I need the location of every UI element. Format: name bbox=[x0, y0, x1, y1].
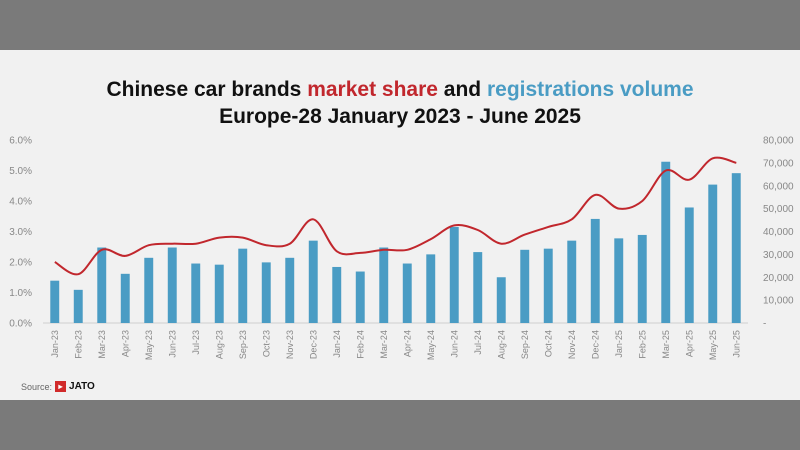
x-tick-label: May-23 bbox=[144, 330, 154, 360]
y-right-tick-label: 70,000 bbox=[763, 158, 794, 169]
x-tick-label: Mar-24 bbox=[379, 330, 389, 359]
bar bbox=[402, 263, 412, 323]
bar bbox=[614, 238, 624, 323]
bar bbox=[590, 218, 600, 323]
y-left-tick-label: 3.0% bbox=[9, 227, 32, 238]
x-tick-label: Jul-23 bbox=[191, 330, 201, 355]
y-right-tick-label: 50,000 bbox=[763, 204, 794, 215]
x-tick-label: Sep-24 bbox=[520, 330, 530, 359]
chart-title: Chinese car brands market share and regi… bbox=[0, 78, 800, 102]
x-tick-label: Jun-25 bbox=[731, 330, 741, 358]
y-left-tick-label: 5.0% bbox=[9, 166, 32, 177]
y-right-tick-label: 80,000 bbox=[763, 136, 794, 147]
bar bbox=[731, 173, 741, 323]
bar bbox=[167, 247, 177, 323]
x-tick-label: Jun-24 bbox=[449, 330, 459, 358]
y-left-tick-label: 2.0% bbox=[9, 258, 32, 269]
x-tick-label: Aug-23 bbox=[214, 330, 224, 359]
bar bbox=[285, 257, 295, 323]
y-right-tick-label: 20,000 bbox=[763, 273, 794, 284]
x-tick-label: Mar-23 bbox=[97, 330, 107, 359]
bar bbox=[50, 280, 60, 323]
jato-logo-text: JATO bbox=[69, 381, 95, 392]
bar bbox=[214, 264, 224, 323]
x-tick-label: Apr-25 bbox=[684, 330, 694, 357]
bar bbox=[120, 273, 130, 323]
x-tick-label: Jan-23 bbox=[50, 330, 60, 358]
title-part1: Chinese car brands bbox=[106, 78, 308, 101]
bar bbox=[355, 271, 365, 323]
bar bbox=[449, 226, 459, 323]
bar bbox=[97, 247, 107, 323]
market-share-line bbox=[54, 156, 737, 276]
bar bbox=[426, 254, 436, 323]
bar bbox=[567, 240, 577, 323]
bar bbox=[379, 247, 389, 323]
x-tick-label: Jul-24 bbox=[473, 330, 483, 355]
x-tick-label: Feb-24 bbox=[355, 330, 365, 359]
x-tick-label: Oct-24 bbox=[543, 330, 553, 357]
y-left-tick-label: 4.0% bbox=[9, 197, 32, 208]
x-tick-label: Dec-24 bbox=[590, 330, 600, 359]
y-right-tick-label: - bbox=[763, 319, 766, 330]
bar bbox=[637, 234, 647, 323]
x-tick-label: Nov-23 bbox=[285, 330, 295, 359]
x-tick-label: Nov-24 bbox=[567, 330, 577, 359]
x-tick-label: Apr-24 bbox=[402, 330, 412, 357]
title-market-share: market share bbox=[307, 78, 438, 101]
bar bbox=[191, 263, 201, 323]
y-right-tick-label: 40,000 bbox=[763, 227, 794, 238]
bar bbox=[144, 257, 154, 323]
bar bbox=[473, 252, 483, 323]
x-tick-label: Sep-23 bbox=[238, 330, 248, 359]
y-right-tick-label: 30,000 bbox=[763, 250, 794, 261]
title-part3: and bbox=[437, 78, 487, 101]
x-tick-label: Feb-23 bbox=[73, 330, 83, 359]
bar bbox=[708, 184, 718, 323]
bar bbox=[73, 289, 83, 323]
bar bbox=[543, 248, 553, 323]
x-tick-label: Jun-23 bbox=[167, 330, 177, 358]
bar bbox=[261, 262, 271, 323]
x-tick-label: Dec-23 bbox=[308, 330, 318, 359]
x-tick-label: Jan-24 bbox=[332, 330, 342, 358]
bar bbox=[332, 266, 342, 323]
jato-logo-icon: ▸ bbox=[55, 381, 67, 392]
x-tick-label: Oct-23 bbox=[261, 330, 271, 357]
x-tick-label: Apr-23 bbox=[120, 330, 130, 357]
bar bbox=[238, 248, 248, 323]
y-left-tick-label: 0.0% bbox=[9, 319, 32, 330]
x-tick-label: Mar-25 bbox=[661, 330, 671, 359]
bar bbox=[684, 207, 694, 323]
x-tick-label: Aug-24 bbox=[496, 330, 506, 359]
y-right-tick-label: 10,000 bbox=[763, 296, 794, 307]
x-tick-label: May-25 bbox=[708, 330, 718, 360]
title-registrations-volume: registrations volume bbox=[486, 78, 694, 101]
source-label: Source: bbox=[21, 381, 53, 392]
y-left-tick-label: 1.0% bbox=[9, 288, 32, 299]
y-left-tick-label: 6.0% bbox=[9, 136, 32, 147]
source-credit: Source: ▸ JATO bbox=[21, 381, 95, 392]
bar bbox=[661, 161, 671, 323]
bar bbox=[308, 240, 318, 323]
y-right-tick-label: 60,000 bbox=[763, 181, 794, 192]
bar bbox=[496, 277, 506, 323]
x-tick-label: Feb-25 bbox=[637, 330, 647, 359]
x-tick-label: Jan-25 bbox=[614, 330, 624, 358]
chart-subtitle: Europe-28 January 2023 - June 2025 bbox=[219, 105, 581, 128]
x-tick-label: May-24 bbox=[426, 330, 436, 360]
bar bbox=[520, 249, 530, 323]
